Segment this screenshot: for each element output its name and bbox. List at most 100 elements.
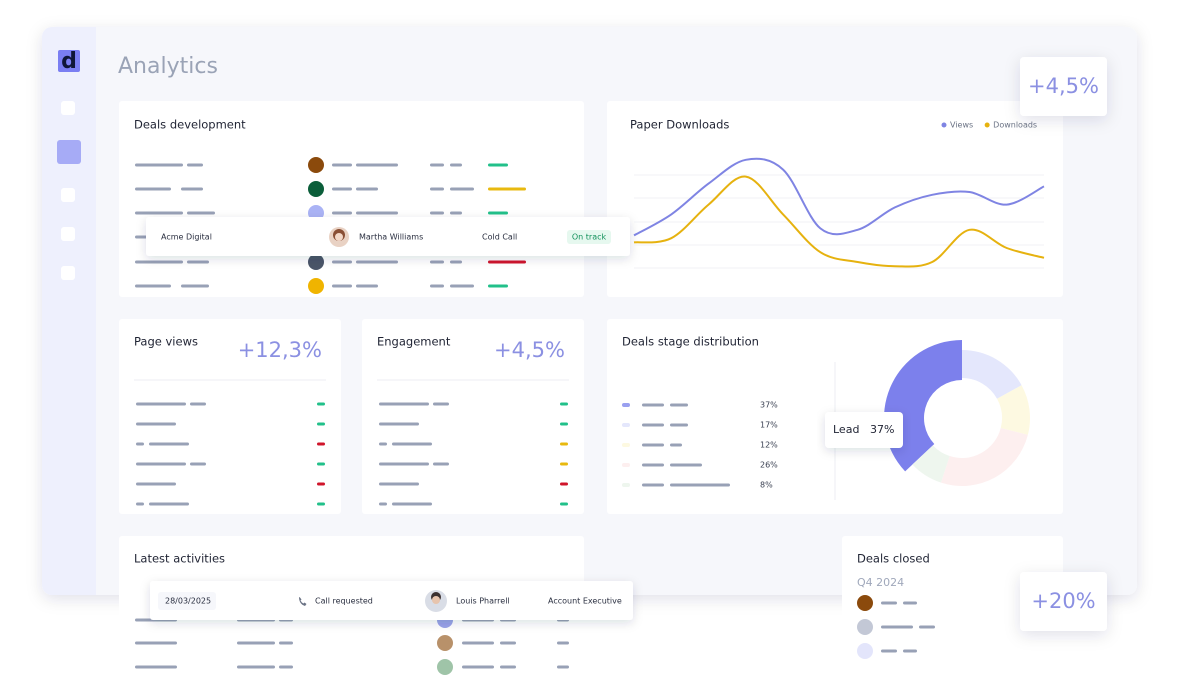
placeholder-bar [392,502,432,506]
placeholder-bar [135,284,171,288]
placeholder-bar [881,601,897,605]
placeholder-bar [356,284,378,288]
avatar [437,659,453,675]
status-line [488,260,526,264]
sidebar-icon [61,101,75,115]
badge-value: +4,5% [1028,74,1099,98]
placeholder-bar [187,260,209,264]
placeholder-bar [135,211,183,215]
placeholder-bar [642,463,664,467]
status-pill [567,230,611,244]
placeholder-bar [135,665,177,669]
legend-value: 8% [760,481,773,490]
placeholder-bar [136,462,186,466]
placeholder-bar [187,163,203,167]
sidebar-icon [61,266,75,280]
legend-label: Views [950,121,973,130]
status-dot [560,482,568,486]
placeholder-bar [903,649,917,653]
placeholder-bar [379,442,387,446]
legend-label: Downloads [993,121,1037,130]
placeholder-bar [462,665,494,669]
placeholder-bar [279,665,293,669]
placeholder-bar [181,187,203,191]
placeholder-bar [670,423,688,427]
placeholder-bar [670,403,688,407]
placeholder-bar [500,641,516,645]
placeholder-bar [136,502,144,506]
placeholder-bar [356,163,398,167]
legend-swatch [622,403,630,407]
placeholder-bar [881,625,913,629]
placeholder-bar [430,163,444,167]
status-line [488,187,526,191]
placeholder-bar [332,187,352,191]
placeholder-bar [642,443,664,447]
donut-segment [884,340,962,472]
placeholder-bar [237,665,275,669]
placeholder-bar [450,260,462,264]
legend-swatch [622,463,630,467]
placeholder-bar [332,284,352,288]
metric-value: +4,5% [494,338,565,362]
avatar [437,635,453,651]
placeholder-bar [433,462,449,466]
placeholder-bar [670,483,730,487]
label: Latest activities [134,552,225,566]
legend-swatch [622,423,630,427]
placeholder-bar [135,260,183,264]
placeholder-bar [903,601,917,605]
placeholder-bar [433,402,449,406]
placeholder-bar [642,423,664,427]
placeholder-bar [136,402,186,406]
highlight-row [146,217,630,256]
legend-value: 37% [760,401,778,410]
placeholder-bar [332,211,352,215]
label: Cold Call [482,233,517,242]
avatar [857,643,873,659]
logo: d [61,49,77,74]
placeholder-bar [181,284,209,288]
status-line [488,163,508,167]
sidebar-icon [61,188,75,202]
placeholder-bar [379,402,429,406]
legend-swatch [622,443,630,447]
placeholder-bar [881,649,897,653]
chart-title: Deals stage distribution [622,335,759,349]
logo-box [58,50,80,72]
placeholder-bar [356,211,398,215]
placeholder-bar [462,641,494,645]
placeholder-bar [135,163,183,167]
floating-badge [1020,57,1107,116]
placeholder-bar [379,482,419,486]
status-dot [317,482,325,486]
status-label: On track [572,233,607,242]
tooltip-category: Lead [833,423,859,436]
placeholder-bar [237,641,275,645]
placeholder-bar [642,483,664,487]
placeholder-bar [190,402,206,406]
placeholder-bar [332,260,352,264]
placeholder-bar [279,641,293,645]
legend-value: 17% [760,421,778,430]
placeholder-bar [190,462,206,466]
legend-dot [941,122,947,128]
placeholder-bar [919,625,935,629]
status-line [488,284,508,288]
label: Engagement [377,335,451,349]
placeholder-bar [642,403,664,407]
placeholder-bar [430,187,444,191]
label: Call requested [315,597,373,606]
placeholder-bar [500,665,516,669]
period: Q4 2024 [857,576,904,589]
avatar [308,254,324,270]
label: Page views [134,335,198,349]
status-dot [317,422,325,426]
placeholder-bar [136,422,176,426]
highlight-row [150,581,633,620]
status-dot [317,462,325,466]
status-dot [560,462,568,466]
label: Deals development [134,118,246,132]
placeholder-bar [135,187,171,191]
